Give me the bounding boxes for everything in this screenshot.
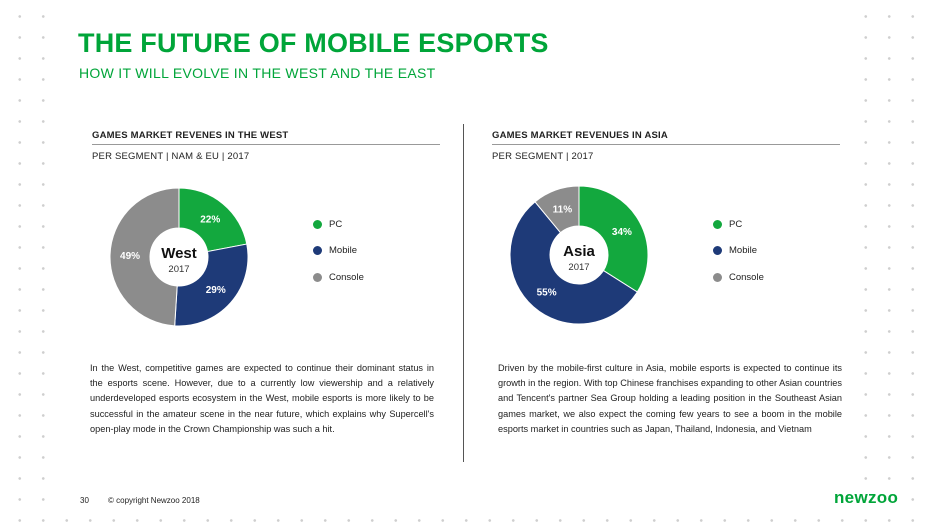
page-title: THE FUTURE OF MOBILE ESPORTS — [78, 28, 549, 58]
legend-item-mobile: Mobile — [313, 238, 364, 265]
slice-mobile — [509, 201, 638, 325]
donut-center-label: Asia — [563, 243, 595, 260]
legend-label-pc: PC — [729, 218, 743, 230]
slice-label-pc: 34% — [612, 227, 632, 238]
slice-label-mobile: 29% — [206, 285, 226, 296]
slice-mobile — [174, 243, 249, 327]
legend-swatch-mobile — [313, 246, 322, 256]
legend-item-console: Console — [313, 264, 364, 291]
newzoo-logo: newzoo — [834, 488, 899, 507]
body-text-west: In the West, competitive games are expec… — [90, 363, 434, 434]
slice-pc — [178, 187, 248, 253]
legend-swatch-console — [313, 272, 322, 282]
chart-header-asia: GAMES MARKET REVENUES IN ASIA PER SEGMEN… — [492, 130, 840, 162]
slice-label-console: 11% — [553, 204, 573, 215]
slice-label-pc: 22% — [200, 215, 220, 226]
chart-title-west: GAMES MARKET REVENES IN THE WEST — [92, 130, 440, 145]
column-divider — [463, 124, 464, 462]
donut-chart-west: 22% 29% 49% West 2017 — [109, 187, 249, 327]
donut-center-year: 2017 — [568, 262, 589, 273]
legend-west: PC Mobile Console — [313, 211, 364, 291]
legend-asia: PC Mobile Console — [713, 211, 764, 291]
slice-pc — [578, 185, 649, 293]
legend-label-mobile: Mobile — [329, 245, 357, 257]
donut-center-label: West — [161, 245, 197, 262]
chart-header-west: GAMES MARKET REVENES IN THE WEST PER SEG… — [92, 130, 440, 162]
body-text-asia: Driven by the mobile-first culture in As… — [498, 363, 842, 434]
legend-swatch-pc — [713, 219, 722, 229]
slice-console — [109, 187, 180, 327]
legend-item-mobile: Mobile — [713, 238, 764, 265]
donut-center-year: 2017 — [168, 264, 189, 275]
legend-item-console: Console — [713, 264, 764, 291]
page-number: 30 — [80, 496, 89, 505]
legend-item-pc: PC — [713, 211, 764, 238]
legend-label-pc: PC — [329, 218, 343, 230]
slice-console — [534, 185, 580, 234]
legend-label-console: Console — [329, 271, 364, 283]
chart-title-asia: GAMES MARKET REVENUES IN ASIA — [492, 130, 840, 145]
legend-item-pc: PC — [313, 211, 364, 238]
legend-swatch-console — [713, 272, 722, 282]
chart-subtitle-west: PER SEGMENT | NAM & EU | 2017 — [92, 151, 250, 162]
copyright-notice: © copyright Newzoo 2018 — [108, 496, 200, 505]
chart-subtitle-asia: PER SEGMENT | 2017 — [492, 151, 594, 162]
slice-label-mobile: 55% — [537, 287, 557, 298]
legend-swatch-pc — [313, 219, 322, 229]
slice-label-console: 49% — [120, 251, 140, 262]
donut-chart-asia: 34% 55% 11% Asia 2017 — [509, 185, 649, 325]
legend-swatch-mobile — [713, 246, 722, 256]
legend-label-mobile: Mobile — [729, 245, 757, 257]
legend-label-console: Console — [729, 271, 764, 283]
page-subtitle: HOW IT WILL EVOLVE IN THE WEST AND THE E… — [79, 65, 436, 81]
content-panel — [62, 12, 862, 518]
